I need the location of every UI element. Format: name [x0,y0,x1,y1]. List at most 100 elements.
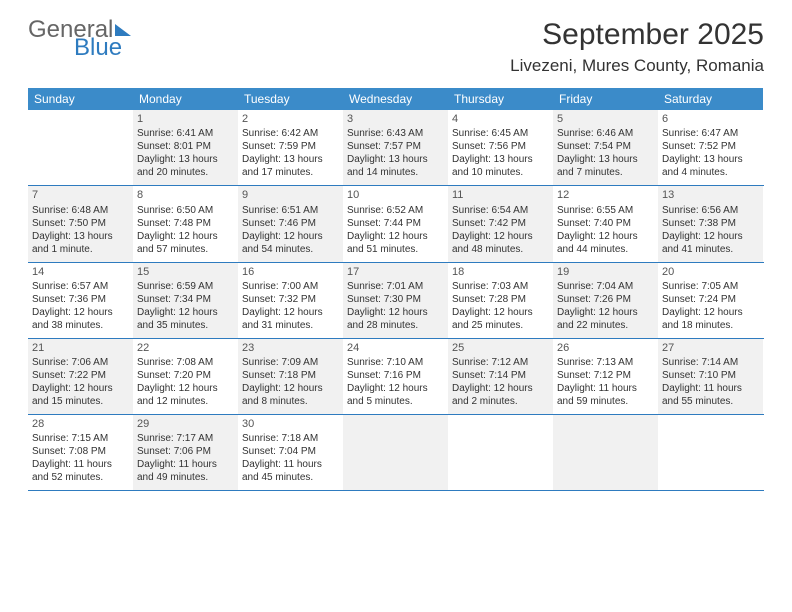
weekday-header: SundayMondayTuesdayWednesdayThursdayFrid… [28,88,764,110]
day-number: 30 [242,417,339,431]
day-number: 1 [137,112,234,126]
day-number: 11 [452,188,549,202]
week-row: 7Sunrise: 6:48 AMSunset: 7:50 PMDaylight… [28,186,764,262]
daylight-text: Daylight: 11 hours and 59 minutes. [557,382,654,408]
daylight-text: Daylight: 12 hours and 41 minutes. [662,230,759,256]
sunset-text: Sunset: 7:44 PM [347,217,444,230]
sunset-text: Sunset: 7:08 PM [32,445,129,458]
day-number: 20 [662,265,759,279]
sunrise-text: Sunrise: 7:05 AM [662,280,759,293]
day-cell: 19Sunrise: 7:04 AMSunset: 7:26 PMDayligh… [553,263,658,338]
day-number: 29 [137,417,234,431]
daylight-text: Daylight: 13 hours and 14 minutes. [347,153,444,179]
sunrise-text: Sunrise: 6:42 AM [242,127,339,140]
sunset-text: Sunset: 7:46 PM [242,217,339,230]
day-cell: 2Sunrise: 6:42 AMSunset: 7:59 PMDaylight… [238,110,343,185]
daylight-text: Daylight: 13 hours and 17 minutes. [242,153,339,179]
day-cell: 7Sunrise: 6:48 AMSunset: 7:50 PMDaylight… [28,186,133,261]
sunrise-text: Sunrise: 6:57 AM [32,280,129,293]
daylight-text: Daylight: 13 hours and 7 minutes. [557,153,654,179]
daylight-text: Daylight: 11 hours and 52 minutes. [32,458,129,484]
daylight-text: Daylight: 12 hours and 28 minutes. [347,306,444,332]
daylight-text: Daylight: 13 hours and 20 minutes. [137,153,234,179]
daylight-text: Daylight: 12 hours and 44 minutes. [557,230,654,256]
week-row: 14Sunrise: 6:57 AMSunset: 7:36 PMDayligh… [28,263,764,339]
sunset-text: Sunset: 7:06 PM [137,445,234,458]
day-number: 9 [242,188,339,202]
sunrise-text: Sunrise: 7:09 AM [242,356,339,369]
page: General Blue September 2025 Livezeni, Mu… [0,0,792,491]
sunrise-text: Sunrise: 6:45 AM [452,127,549,140]
sunrise-text: Sunrise: 6:51 AM [242,204,339,217]
sunrise-text: Sunrise: 6:47 AM [662,127,759,140]
title-block: September 2025 Livezeni, Mures County, R… [510,18,764,76]
daylight-text: Daylight: 12 hours and 18 minutes. [662,306,759,332]
week-row: 1Sunrise: 6:41 AMSunset: 8:01 PMDaylight… [28,110,764,186]
day-number: 28 [32,417,129,431]
location-text: Livezeni, Mures County, Romania [510,56,764,76]
logo-text-blue: Blue [74,36,131,60]
day-number: 5 [557,112,654,126]
sunrise-text: Sunrise: 7:10 AM [347,356,444,369]
weekday-label: Saturday [658,88,763,110]
day-cell [28,110,133,185]
daylight-text: Daylight: 11 hours and 49 minutes. [137,458,234,484]
day-cell: 10Sunrise: 6:52 AMSunset: 7:44 PMDayligh… [343,186,448,261]
sunset-text: Sunset: 7:34 PM [137,293,234,306]
day-cell: 25Sunrise: 7:12 AMSunset: 7:14 PMDayligh… [448,339,553,414]
daylight-text: Daylight: 12 hours and 22 minutes. [557,306,654,332]
day-number: 16 [242,265,339,279]
weekday-label: Sunday [28,88,133,110]
day-cell: 29Sunrise: 7:17 AMSunset: 7:06 PMDayligh… [133,415,238,490]
day-cell: 11Sunrise: 6:54 AMSunset: 7:42 PMDayligh… [448,186,553,261]
sunrise-text: Sunrise: 6:54 AM [452,204,549,217]
day-number: 13 [662,188,759,202]
day-number: 3 [347,112,444,126]
sunset-text: Sunset: 7:28 PM [452,293,549,306]
sunset-text: Sunset: 7:36 PM [32,293,129,306]
sunrise-text: Sunrise: 7:17 AM [137,432,234,445]
day-cell: 21Sunrise: 7:06 AMSunset: 7:22 PMDayligh… [28,339,133,414]
day-cell: 1Sunrise: 6:41 AMSunset: 8:01 PMDaylight… [133,110,238,185]
weekday-label: Thursday [448,88,553,110]
day-cell: 4Sunrise: 6:45 AMSunset: 7:56 PMDaylight… [448,110,553,185]
sunrise-text: Sunrise: 6:52 AM [347,204,444,217]
week-row: 28Sunrise: 7:15 AMSunset: 7:08 PMDayligh… [28,415,764,491]
sunset-text: Sunset: 7:50 PM [32,217,129,230]
logo: General Blue [28,18,131,60]
daylight-text: Daylight: 12 hours and 51 minutes. [347,230,444,256]
daylight-text: Daylight: 12 hours and 38 minutes. [32,306,129,332]
day-cell: 14Sunrise: 6:57 AMSunset: 7:36 PMDayligh… [28,263,133,338]
sunrise-text: Sunrise: 7:15 AM [32,432,129,445]
day-number: 19 [557,265,654,279]
sunset-text: Sunset: 7:24 PM [662,293,759,306]
day-number: 17 [347,265,444,279]
daylight-text: Daylight: 12 hours and 25 minutes. [452,306,549,332]
month-title: September 2025 [510,18,764,52]
sunset-text: Sunset: 7:56 PM [452,140,549,153]
sunrise-text: Sunrise: 6:43 AM [347,127,444,140]
daylight-text: Daylight: 12 hours and 8 minutes. [242,382,339,408]
weekday-label: Tuesday [238,88,343,110]
sunset-text: Sunset: 7:10 PM [662,369,759,382]
sunset-text: Sunset: 7:12 PM [557,369,654,382]
day-cell: 18Sunrise: 7:03 AMSunset: 7:28 PMDayligh… [448,263,553,338]
sunset-text: Sunset: 7:32 PM [242,293,339,306]
sunset-text: Sunset: 7:59 PM [242,140,339,153]
day-number: 23 [242,341,339,355]
daylight-text: Daylight: 12 hours and 57 minutes. [137,230,234,256]
day-cell: 8Sunrise: 6:50 AMSunset: 7:48 PMDaylight… [133,186,238,261]
daylight-text: Daylight: 12 hours and 54 minutes. [242,230,339,256]
sunset-text: Sunset: 7:52 PM [662,140,759,153]
sunrise-text: Sunrise: 7:12 AM [452,356,549,369]
day-number: 25 [452,341,549,355]
sunrise-text: Sunrise: 6:41 AM [137,127,234,140]
day-cell: 5Sunrise: 6:46 AMSunset: 7:54 PMDaylight… [553,110,658,185]
sunrise-text: Sunrise: 6:55 AM [557,204,654,217]
day-number: 21 [32,341,129,355]
sunset-text: Sunset: 7:16 PM [347,369,444,382]
day-cell: 17Sunrise: 7:01 AMSunset: 7:30 PMDayligh… [343,263,448,338]
day-cell: 16Sunrise: 7:00 AMSunset: 7:32 PMDayligh… [238,263,343,338]
sunset-text: Sunset: 7:30 PM [347,293,444,306]
sunset-text: Sunset: 7:57 PM [347,140,444,153]
